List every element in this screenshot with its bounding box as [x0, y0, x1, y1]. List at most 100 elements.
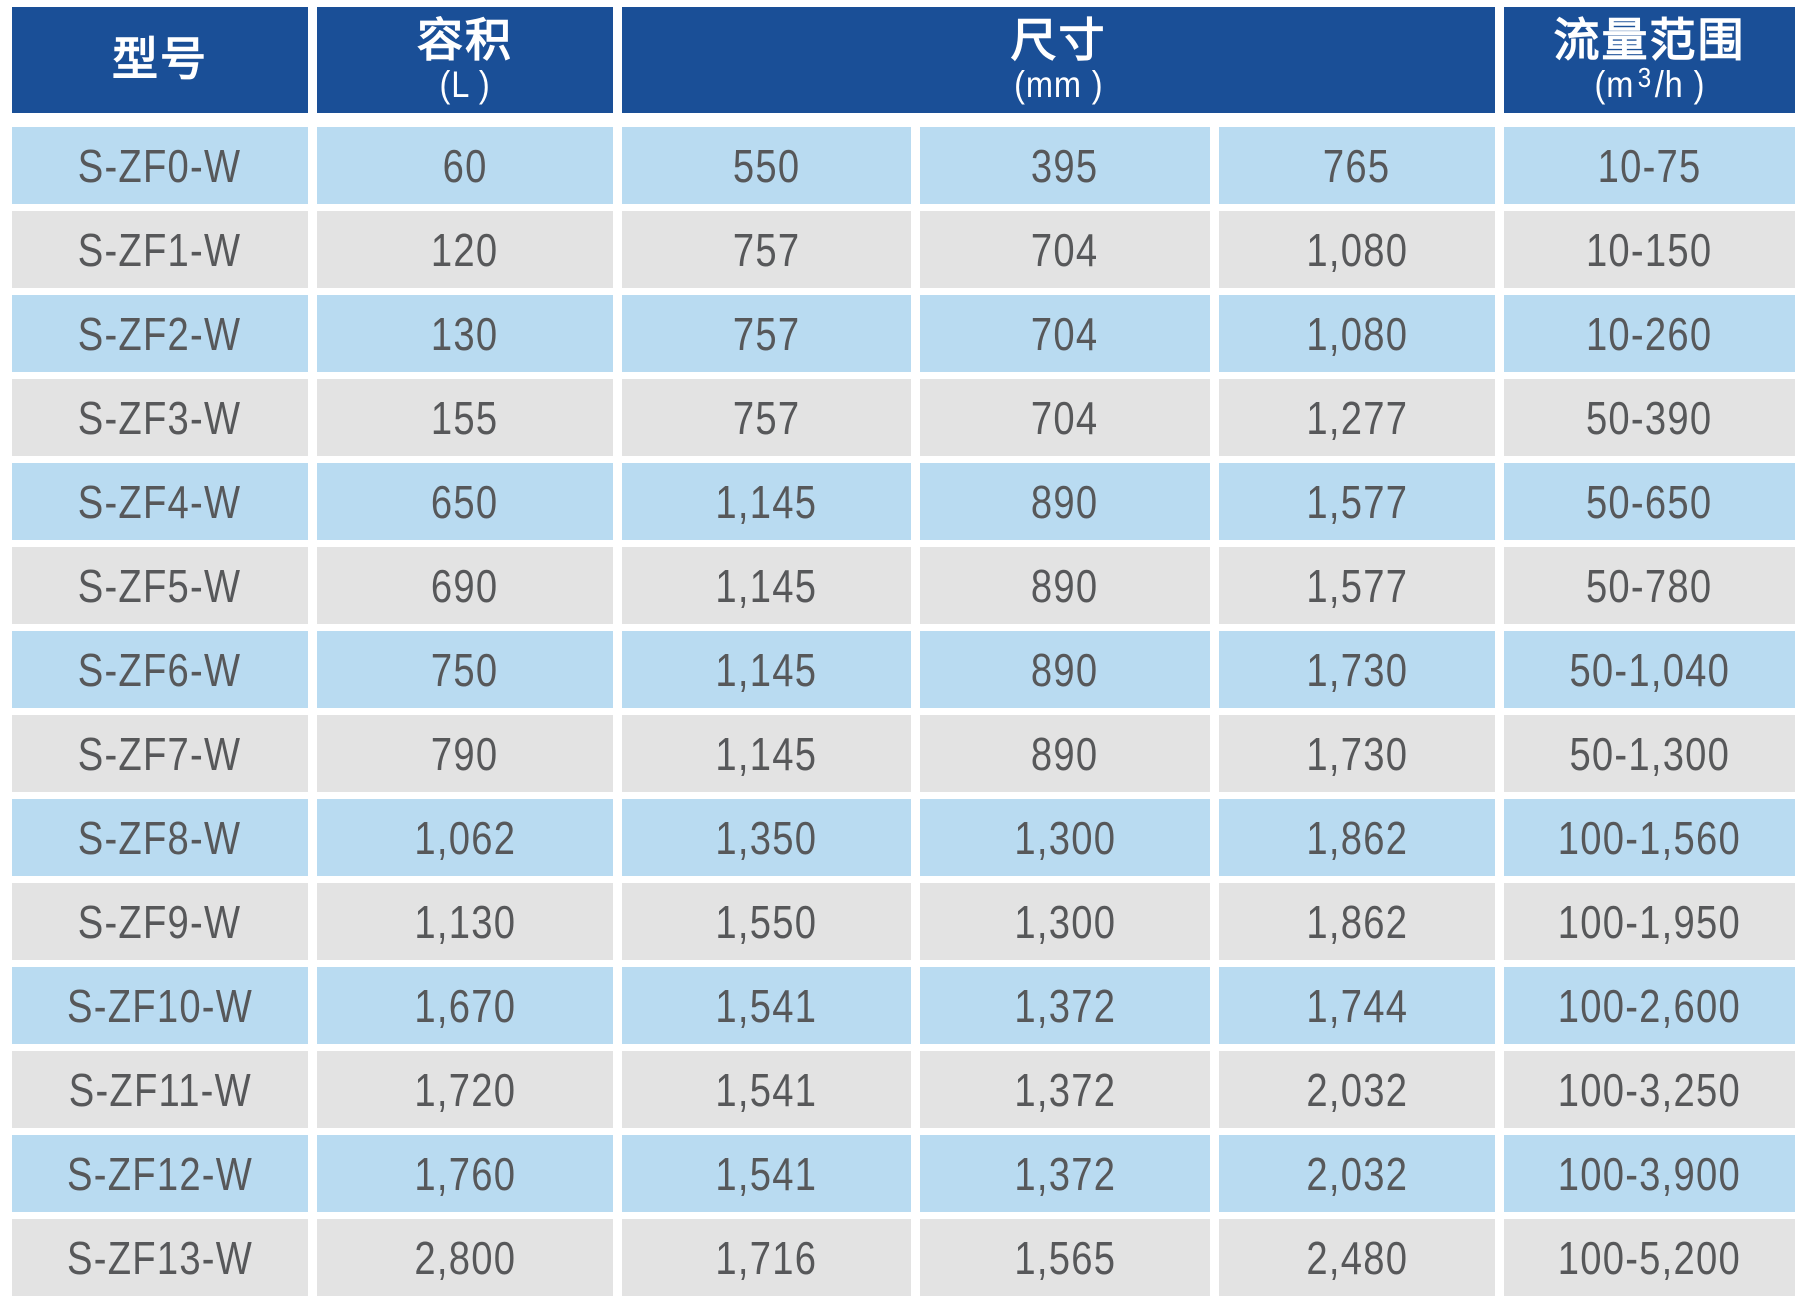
model-cell: S-ZF6-W — [12, 631, 308, 708]
value-cell: 890 — [920, 547, 1210, 624]
cell-text: 155 — [431, 391, 499, 444]
model-cell: S-ZF12-W — [12, 1135, 308, 1212]
cell-text: 765 — [1323, 139, 1391, 192]
cell-text: 1,577 — [1306, 475, 1408, 528]
cell-text: S-ZF10-W — [66, 979, 253, 1032]
cell-text: 1,062 — [414, 811, 516, 864]
cell-text: S-ZF0-W — [78, 139, 242, 192]
header-dimensions-unit: (mm ) — [1013, 64, 1104, 106]
cell-text: 1,145 — [715, 559, 818, 612]
cell-text: S-ZF6-W — [78, 643, 242, 696]
value-cell: 1,716 — [622, 1219, 911, 1296]
value-cell: 757 — [622, 211, 911, 288]
value-cell: 757 — [622, 295, 911, 372]
value-cell: 1,565 — [920, 1219, 1210, 1296]
value-cell: 1,862 — [1219, 883, 1495, 960]
value-cell: 1,080 — [1219, 295, 1495, 372]
cell-text: S-ZF3-W — [78, 391, 242, 444]
cell-text: 50-390 — [1586, 391, 1713, 444]
cell-text: 1,277 — [1306, 391, 1408, 444]
header-flow-range-unit: (m 3/h ) — [1594, 63, 1705, 106]
value-cell: 100-3,900 — [1504, 1135, 1795, 1212]
cell-text: 1,670 — [414, 979, 516, 1032]
cell-text: 890 — [1031, 727, 1099, 780]
value-cell: 2,480 — [1219, 1219, 1495, 1296]
value-cell: 100-1,560 — [1504, 799, 1795, 876]
cell-text: 1,350 — [715, 811, 818, 864]
cell-text: 10-150 — [1586, 223, 1713, 276]
cell-text: S-ZF12-W — [66, 1147, 253, 1200]
value-cell: 1,730 — [1219, 715, 1495, 792]
cell-text: 1,541 — [715, 1147, 818, 1200]
value-cell: 757 — [622, 379, 911, 456]
cell-text: S-ZF1-W — [78, 223, 242, 276]
model-cell: S-ZF13-W — [12, 1219, 308, 1296]
cell-text: S-ZF4-W — [78, 475, 242, 528]
model-cell: S-ZF5-W — [12, 547, 308, 624]
value-cell: 50-390 — [1504, 379, 1795, 456]
value-cell: 704 — [920, 295, 1210, 372]
value-cell: 50-1,040 — [1504, 631, 1795, 708]
value-cell: 890 — [920, 631, 1210, 708]
value-cell: 890 — [920, 463, 1210, 540]
cell-text: 1,862 — [1306, 895, 1408, 948]
cell-text: 704 — [1031, 391, 1099, 444]
cell-text: 690 — [431, 559, 499, 612]
value-cell: 1,720 — [317, 1051, 613, 1128]
value-cell: 100-2,600 — [1504, 967, 1795, 1044]
cell-text: 1,145 — [715, 475, 818, 528]
cell-text: S-ZF9-W — [78, 895, 242, 948]
value-cell: 2,800 — [317, 1219, 613, 1296]
value-cell: 750 — [317, 631, 613, 708]
header-dimensions: 尺寸 (mm ) — [622, 7, 1495, 113]
value-cell: 10-150 — [1504, 211, 1795, 288]
value-cell: 1,300 — [920, 883, 1210, 960]
header-volume: 容积 (L ) — [317, 7, 613, 113]
cell-text: S-ZF5-W — [78, 559, 242, 612]
cell-text: 1,080 — [1306, 307, 1408, 360]
model-cell: S-ZF4-W — [12, 463, 308, 540]
value-cell: 50-650 — [1504, 463, 1795, 540]
value-cell: 1,550 — [622, 883, 911, 960]
value-cell: 1,130 — [317, 883, 613, 960]
cell-text: 1,730 — [1306, 643, 1408, 696]
cell-text: 1,716 — [715, 1231, 818, 1284]
cell-text: 100-2,600 — [1557, 979, 1742, 1032]
model-cell: S-ZF3-W — [12, 379, 308, 456]
flow-unit-suffix: /h ) — [1654, 64, 1705, 106]
header-model-label: 型号 — [112, 33, 208, 86]
value-cell: 1,862 — [1219, 799, 1495, 876]
value-cell: 1,372 — [920, 967, 1210, 1044]
value-cell: 1,541 — [622, 1135, 911, 1212]
cell-text: 1,372 — [1014, 1147, 1116, 1200]
cell-text: 100-1,950 — [1557, 895, 1742, 948]
cell-text: 100-3,900 — [1557, 1147, 1742, 1200]
flow-unit-superscript: 3 — [1637, 61, 1652, 93]
header-dimensions-label: 尺寸 — [1010, 13, 1107, 66]
cell-text: 100-5,200 — [1557, 1231, 1742, 1284]
cell-text: 50-780 — [1586, 559, 1713, 612]
cell-text: S-ZF2-W — [78, 307, 242, 360]
cell-text: 757 — [732, 307, 801, 360]
model-cell: S-ZF2-W — [12, 295, 308, 372]
cell-text: 50-650 — [1586, 475, 1713, 528]
cell-text: 130 — [431, 307, 499, 360]
cell-text: 1,760 — [414, 1147, 516, 1200]
value-cell: 790 — [317, 715, 613, 792]
cell-text: 100-3,250 — [1557, 1063, 1742, 1116]
cell-text: S-ZF11-W — [68, 1063, 252, 1116]
value-cell: 100-3,250 — [1504, 1051, 1795, 1128]
value-cell: 1,730 — [1219, 631, 1495, 708]
value-cell: 120 — [317, 211, 613, 288]
value-cell: 704 — [920, 379, 1210, 456]
cell-text: 1,372 — [1014, 979, 1116, 1032]
cell-text: 10-75 — [1597, 139, 1702, 192]
table-header: 型号 容积 (L ) 尺寸 (mm ) 流量范围 (m 3/h ) — [0, 7, 1807, 113]
value-cell: 10-260 — [1504, 295, 1795, 372]
value-cell: 100-5,200 — [1504, 1219, 1795, 1296]
value-cell: 1,080 — [1219, 211, 1495, 288]
value-cell: 550 — [622, 127, 911, 204]
cell-text: 120 — [431, 223, 499, 276]
header-flow-range: 流量范围 (m 3/h ) — [1504, 7, 1795, 113]
value-cell: 1,670 — [317, 967, 613, 1044]
